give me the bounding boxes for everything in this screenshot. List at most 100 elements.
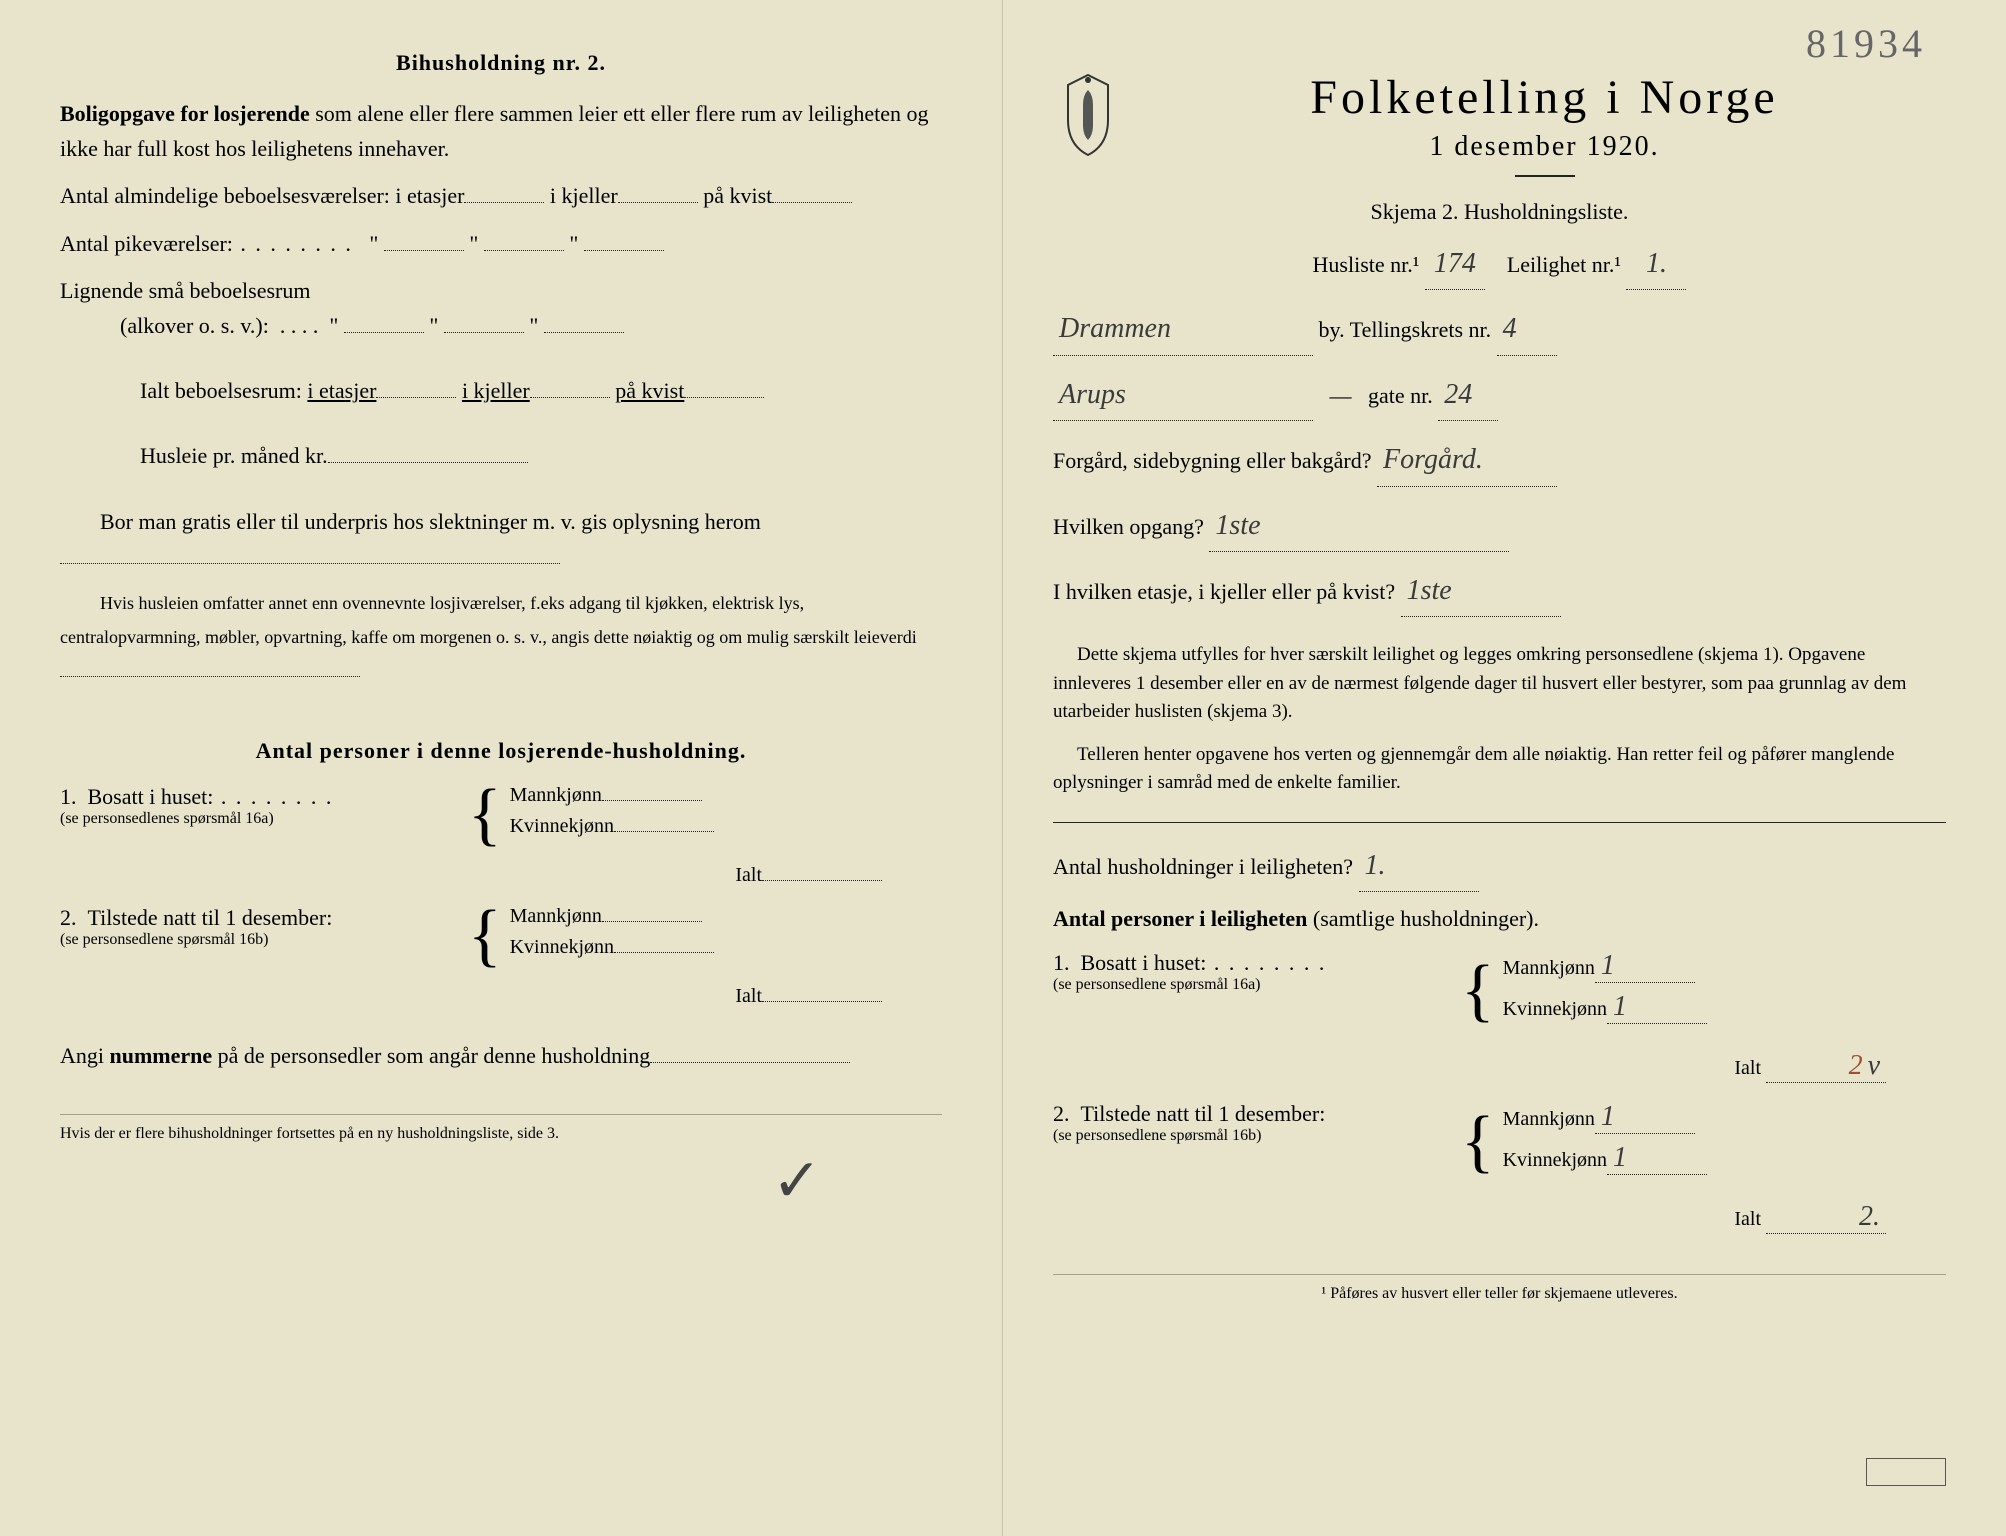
field-angi [650, 1039, 850, 1063]
field-etasjer [464, 179, 544, 203]
leilighet-pre: Leilighet nr.¹ [1507, 252, 1621, 277]
right-p1-label: 1. Bosatt i huset: (se personsedlene spø… [1053, 950, 1453, 994]
hw-ialt1: 2 [1849, 1050, 1863, 1081]
ialt-label-r2: Ialt [1734, 1208, 1761, 1230]
field-r-kvinne2: 1 [1607, 1142, 1707, 1175]
opgang-label: Hvilken opgang? [1053, 514, 1204, 539]
right-p2-fields: Mannkjønn1 Kvinnekjønn1 [1503, 1101, 1946, 1183]
field-l-kvinne1 [614, 831, 714, 832]
forgard-row: Forgård, sidebygning eller bakgård? Forg… [1053, 435, 1946, 486]
husliste-pre: Husliste nr.¹ [1313, 252, 1420, 277]
hvis-text: Hvis husleien omfatter annet enn ovennev… [60, 593, 917, 647]
rooms-end: på kvist [703, 183, 772, 208]
p2-text: Tilstede natt til 1 desember: [88, 905, 333, 930]
street-field: Arups [1053, 370, 1313, 421]
ialt-b: i kjeller [462, 378, 530, 403]
leilighet-hw: 1. [1646, 248, 1667, 279]
left-p1-fields: Mannkjønn Kvinnekjønn [510, 784, 942, 846]
field-lign-2 [444, 309, 524, 333]
divider [1515, 175, 1575, 177]
left-ialt-1: Ialt [60, 864, 942, 887]
antal-hush-label: Antal husholdninger i leiligheten? [1053, 854, 1353, 879]
r-p2-sub: (se personsedlene spørsmål 16b) [1053, 1127, 1453, 1145]
antal-pers-line: Antal personer i leiligheten (samtlige h… [1053, 906, 1946, 932]
husleie-label: Husleie pr. måned kr. [140, 443, 328, 468]
gate-field: 24 [1438, 370, 1498, 421]
bolig-paragraph: Boligopgave for losjerende som alene ell… [60, 96, 942, 166]
left-p2-label: 2. Tilstede natt til 1 desember: (se per… [60, 905, 460, 949]
right-header: Folketelling i Norge 1 desember 1920. [1053, 50, 1946, 189]
leilighet-val: 1. [1626, 239, 1686, 290]
pike-line: Antal pikeværelser: " " " [60, 226, 942, 261]
etasje-label: I hvilken etasje, i kjeller eller på kvi… [1053, 579, 1395, 604]
p2-sub: (se personsedlene spørsmål 16b) [60, 931, 460, 949]
forgard-label: Forgård, sidebygning eller bakgård? [1053, 448, 1372, 473]
field-husleie [328, 439, 528, 463]
husliste-val: 174 [1425, 239, 1485, 290]
brace-icon-r1: { [1461, 961, 1495, 1021]
bolig-lead: Boligopgave for losjerende [60, 101, 310, 126]
field-pike-1 [384, 226, 464, 250]
field-lign-3 [544, 309, 624, 333]
right-ialt-2: Ialt 2. [1053, 1201, 1946, 1234]
field-kjeller [618, 179, 698, 203]
bor-gratis: Bor man gratis eller til underpris hos s… [60, 504, 942, 574]
husleie-line: Husleie pr. måned kr. [140, 438, 942, 473]
rooms-line: Antal almindelige beboelsesværelser: i e… [60, 178, 942, 213]
left-person-row-2: 2. Tilstede natt til 1 desember: (se per… [60, 905, 942, 967]
kvinne-label-l2: Kvinnekjønn [510, 936, 614, 958]
left-ialt-2: Ialt [60, 985, 942, 1008]
checkmark-icon: ✓ [772, 1146, 822, 1216]
hw-mann1: 1 [1601, 950, 1615, 981]
p1-text: Bosatt i huset: [88, 784, 214, 809]
ialt-label-l1: Ialt [735, 864, 762, 886]
field-r-mann1: 1 [1595, 950, 1695, 983]
lignende-line: Lignende små beboelsesrum (alkover o. s.… [60, 273, 942, 343]
opgang-field: 1ste [1209, 501, 1509, 552]
ialt-rooms-line: Ialt beboelsesrum: i etasjer i kjeller p… [140, 373, 942, 408]
street-hw: Arups [1059, 379, 1126, 410]
etasje-hw: 1ste [1407, 575, 1452, 606]
coat-of-arms-icon [1053, 70, 1123, 160]
r-p1-sub: (se personsedlene spørsmål 16a) [1053, 976, 1453, 994]
field-ialt-2 [530, 374, 610, 398]
mann-label-l2: Mannkjønn [510, 905, 602, 927]
r-p2-text: Tilstede natt til 1 desember: [1081, 1101, 1326, 1126]
dots-r1 [1206, 950, 1326, 975]
left-page: Bihusholdning nr. 2. Boligopgave for los… [0, 0, 1003, 1536]
husliste-hw: 174 [1434, 248, 1476, 279]
handwritten-annotation: 81934 [1806, 20, 1926, 67]
krets-hw: 4 [1503, 313, 1517, 344]
etasje-row: I hvilken etasje, i kjeller eller på kvi… [1053, 566, 1946, 617]
right-person-row-2: 2. Tilstede natt til 1 desember: (se per… [1053, 1101, 1946, 1183]
title-block: Folketelling i Norge 1 desember 1920. [1143, 50, 1946, 189]
forgard-hw: Forgård. [1383, 444, 1483, 475]
angi-bold: nummerne [110, 1043, 213, 1068]
city-hw: Drammen [1059, 313, 1171, 344]
hw-kvinne2: 1 [1613, 1142, 1627, 1173]
right-page: 81934 Folketelling i Norge 1 desember 19… [1003, 0, 2006, 1536]
field-lign-1 [344, 309, 424, 333]
street-row: Arups — gate nr. 24 [1053, 370, 1946, 421]
city-row: Drammen by. Tellingskrets nr. 4 [1053, 304, 1946, 355]
gate-hw: 24 [1444, 379, 1472, 410]
etasje-field: 1ste [1401, 566, 1561, 617]
mann-label-r1: Mannkjønn [1503, 957, 1595, 979]
field-l-mann2 [602, 921, 702, 922]
right-ialt-1: Ialt 2 v [1053, 1050, 1946, 1083]
husliste-row: Husliste nr.¹ 174 Leilighet nr.¹ 1. [1053, 239, 1946, 290]
instructions-1: Dette skjema utfylles for hver særskilt … [1053, 641, 1946, 727]
antal-hush-field: 1. [1359, 841, 1479, 892]
field-l-mann1 [602, 800, 702, 801]
main-title: Folketelling i Norge [1143, 70, 1946, 125]
kvinne-label-r2: Kvinnekjønn [1503, 1149, 1607, 1171]
field-r-ialt1: 2 v [1766, 1050, 1886, 1083]
field-hvis [60, 657, 360, 677]
opgang-row: Hvilken opgang? 1ste [1053, 501, 1946, 552]
ialt-label-r1: Ialt [1734, 1057, 1761, 1079]
field-l-ialt2 [762, 1001, 882, 1002]
antal-hush-hw: 1. [1365, 850, 1386, 881]
brace-icon: { [468, 785, 502, 845]
mann-label-r2: Mannkjønn [1503, 1108, 1595, 1130]
dots [233, 231, 353, 256]
